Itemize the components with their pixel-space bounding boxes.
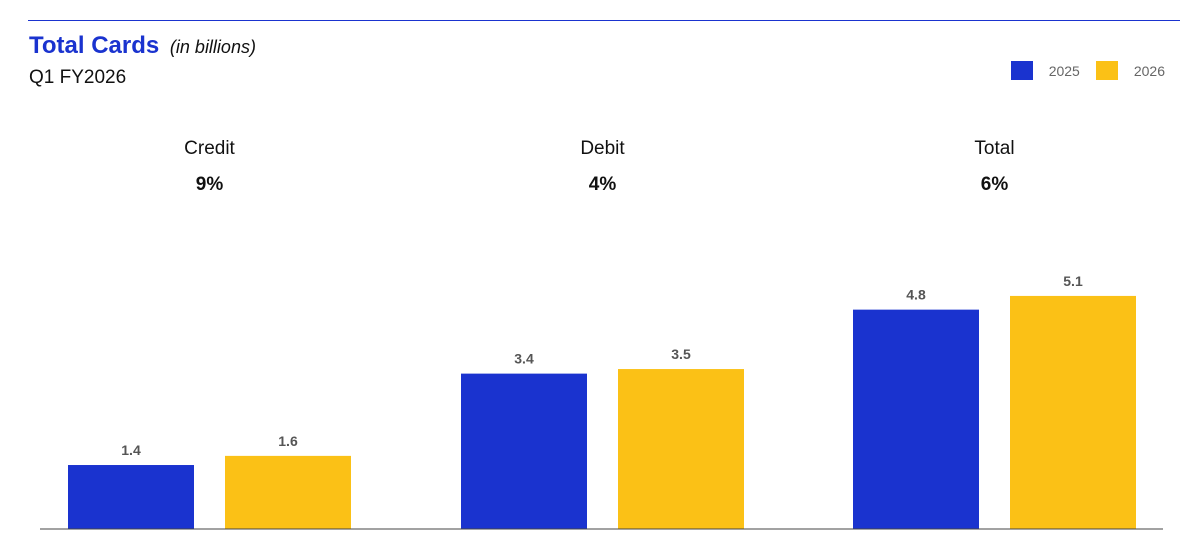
value-label-total-2025: 4.8 — [906, 287, 926, 303]
bar-total-2026 — [1010, 295, 1136, 529]
legend-swatch-2026 — [1095, 61, 1118, 80]
category-label-debit: Debit — [580, 138, 625, 159]
bar-debit-2026 — [618, 369, 744, 529]
legend-swatch-2025 — [1010, 61, 1033, 80]
growth-label-credit: 9% — [196, 174, 224, 195]
value-label-debit-2026: 3.5 — [671, 346, 691, 362]
chart-unit: (in billions) — [169, 37, 256, 57]
category-label-credit: Credit — [184, 138, 235, 159]
value-label-debit-2025: 3.4 — [514, 351, 534, 367]
legend: 2025 2026 — [995, 61, 1165, 80]
bar-debit-2025 — [461, 373, 587, 529]
top-rule — [28, 20, 1180, 21]
bar-credit-2025 — [68, 465, 194, 529]
bar-credit-2026 — [225, 455, 351, 529]
chart-subtitle: Q1 FY2026 — [29, 67, 127, 88]
chart-title-text: Total Cards — [29, 32, 160, 59]
value-label-credit-2026: 1.6 — [278, 433, 298, 449]
growth-label-debit: 4% — [589, 174, 617, 195]
legend-item-2026: 2026 — [1095, 61, 1165, 80]
legend-label-2025: 2025 — [1048, 62, 1080, 79]
category-label-total: Total — [974, 138, 1014, 159]
value-label-total-2026: 5.1 — [1063, 273, 1083, 289]
chart-title: Total Cards (in billions) — [29, 32, 256, 60]
bar-total-2025 — [853, 309, 979, 529]
legend-item-2025: 2025 — [1010, 61, 1080, 80]
growth-label-total: 6% — [981, 174, 1009, 195]
value-label-credit-2025: 1.4 — [121, 442, 141, 458]
legend-label-2026: 2026 — [1133, 62, 1165, 79]
